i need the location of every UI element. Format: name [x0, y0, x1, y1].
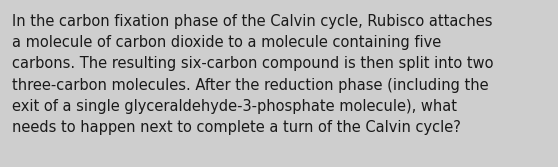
Text: In the carbon fixation phase of the Calvin cycle, Rubisco attaches
a molecule of: In the carbon fixation phase of the Calv…: [12, 14, 493, 135]
